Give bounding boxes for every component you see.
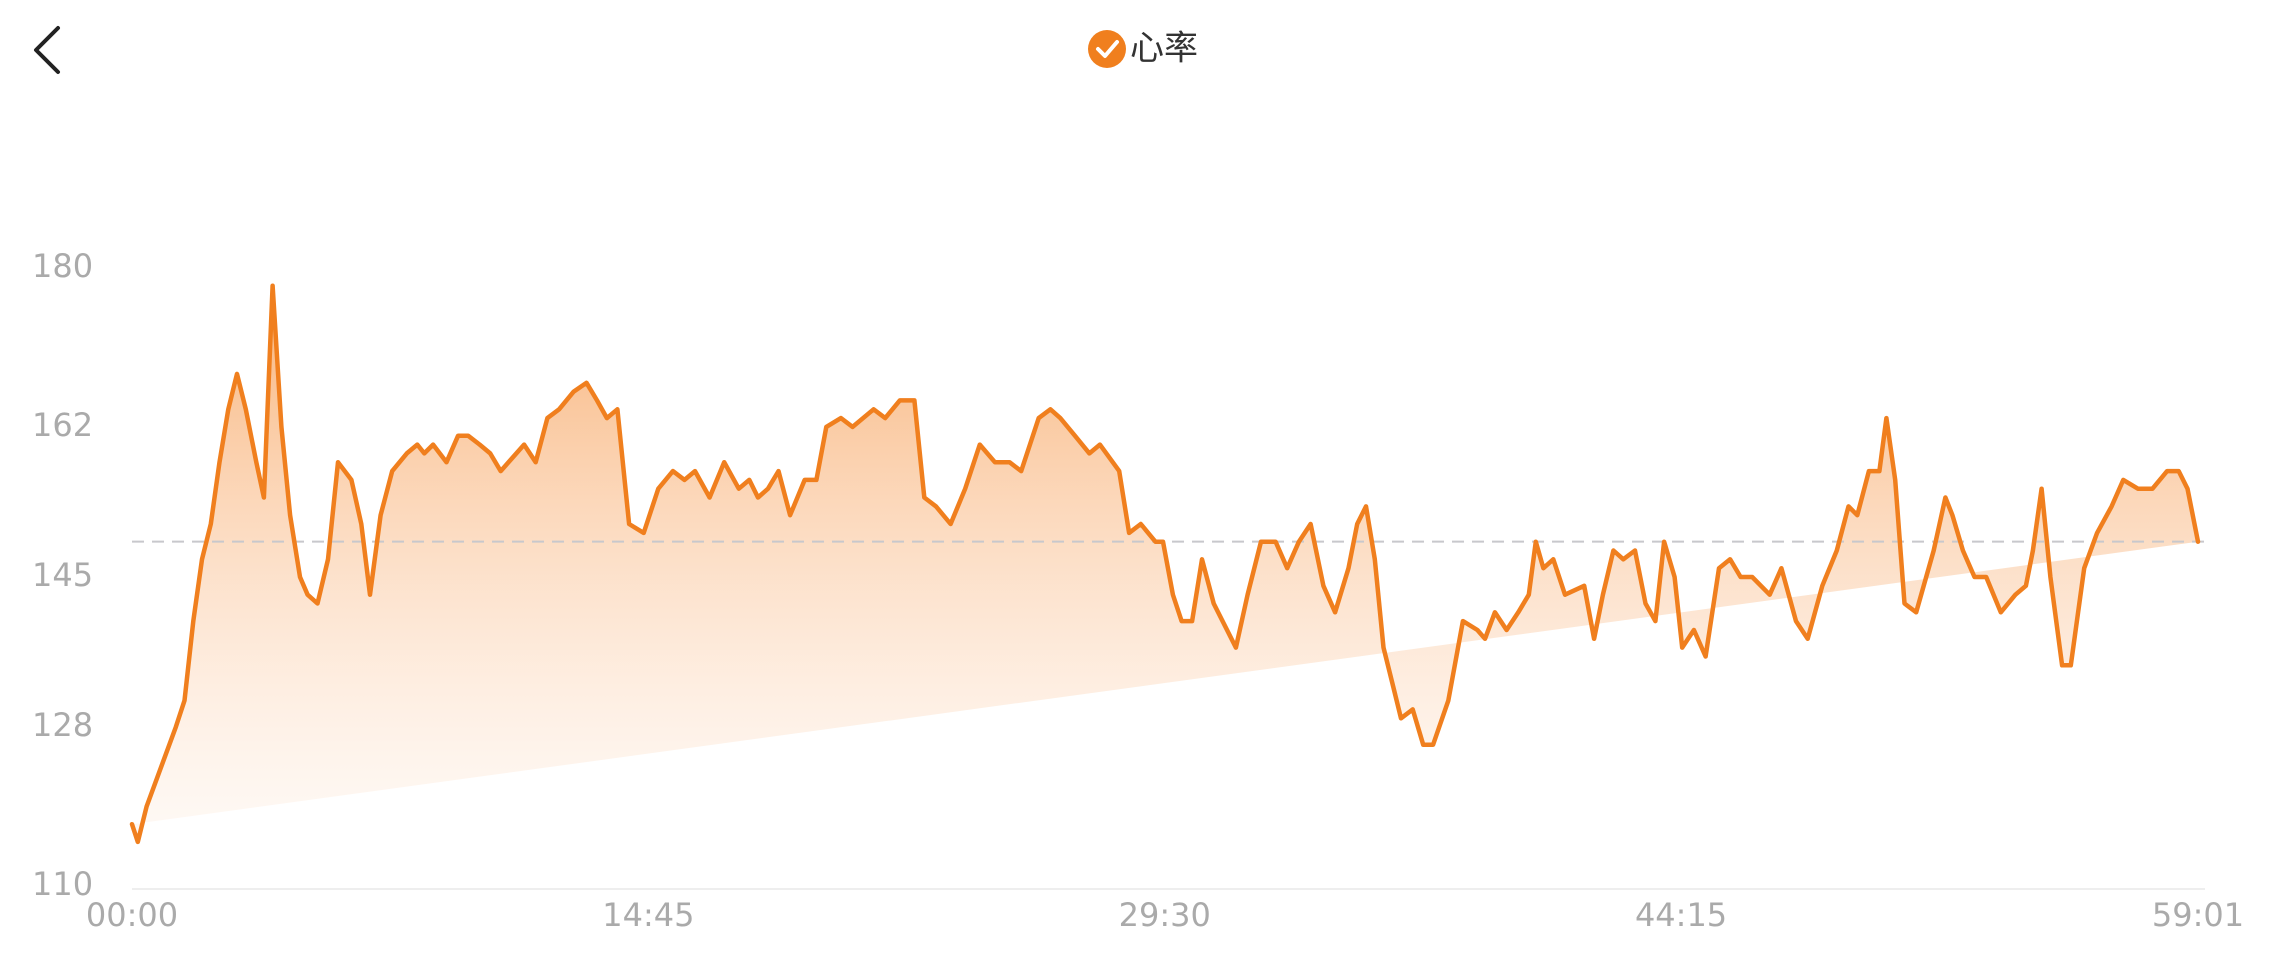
- x-tick-label: 59:01: [2152, 896, 2244, 934]
- x-tick-label: 14:45: [602, 896, 694, 934]
- x-tick-label: 44:15: [1635, 896, 1727, 934]
- y-tick-label: 145: [32, 556, 93, 594]
- back-button[interactable]: [34, 26, 60, 74]
- legend-check: [1088, 30, 1126, 68]
- y-tick-label: 110: [32, 865, 93, 903]
- x-tick-label: 00:00: [86, 896, 178, 934]
- y-tick-label: 162: [32, 406, 93, 444]
- heart-rate-line: [129, 283, 2201, 845]
- y-tick-label: 128: [32, 706, 93, 744]
- chart-title: 心率: [1130, 29, 1198, 69]
- y-tick-label: 180: [32, 247, 93, 285]
- x-tick-label: 29:30: [1119, 896, 1211, 934]
